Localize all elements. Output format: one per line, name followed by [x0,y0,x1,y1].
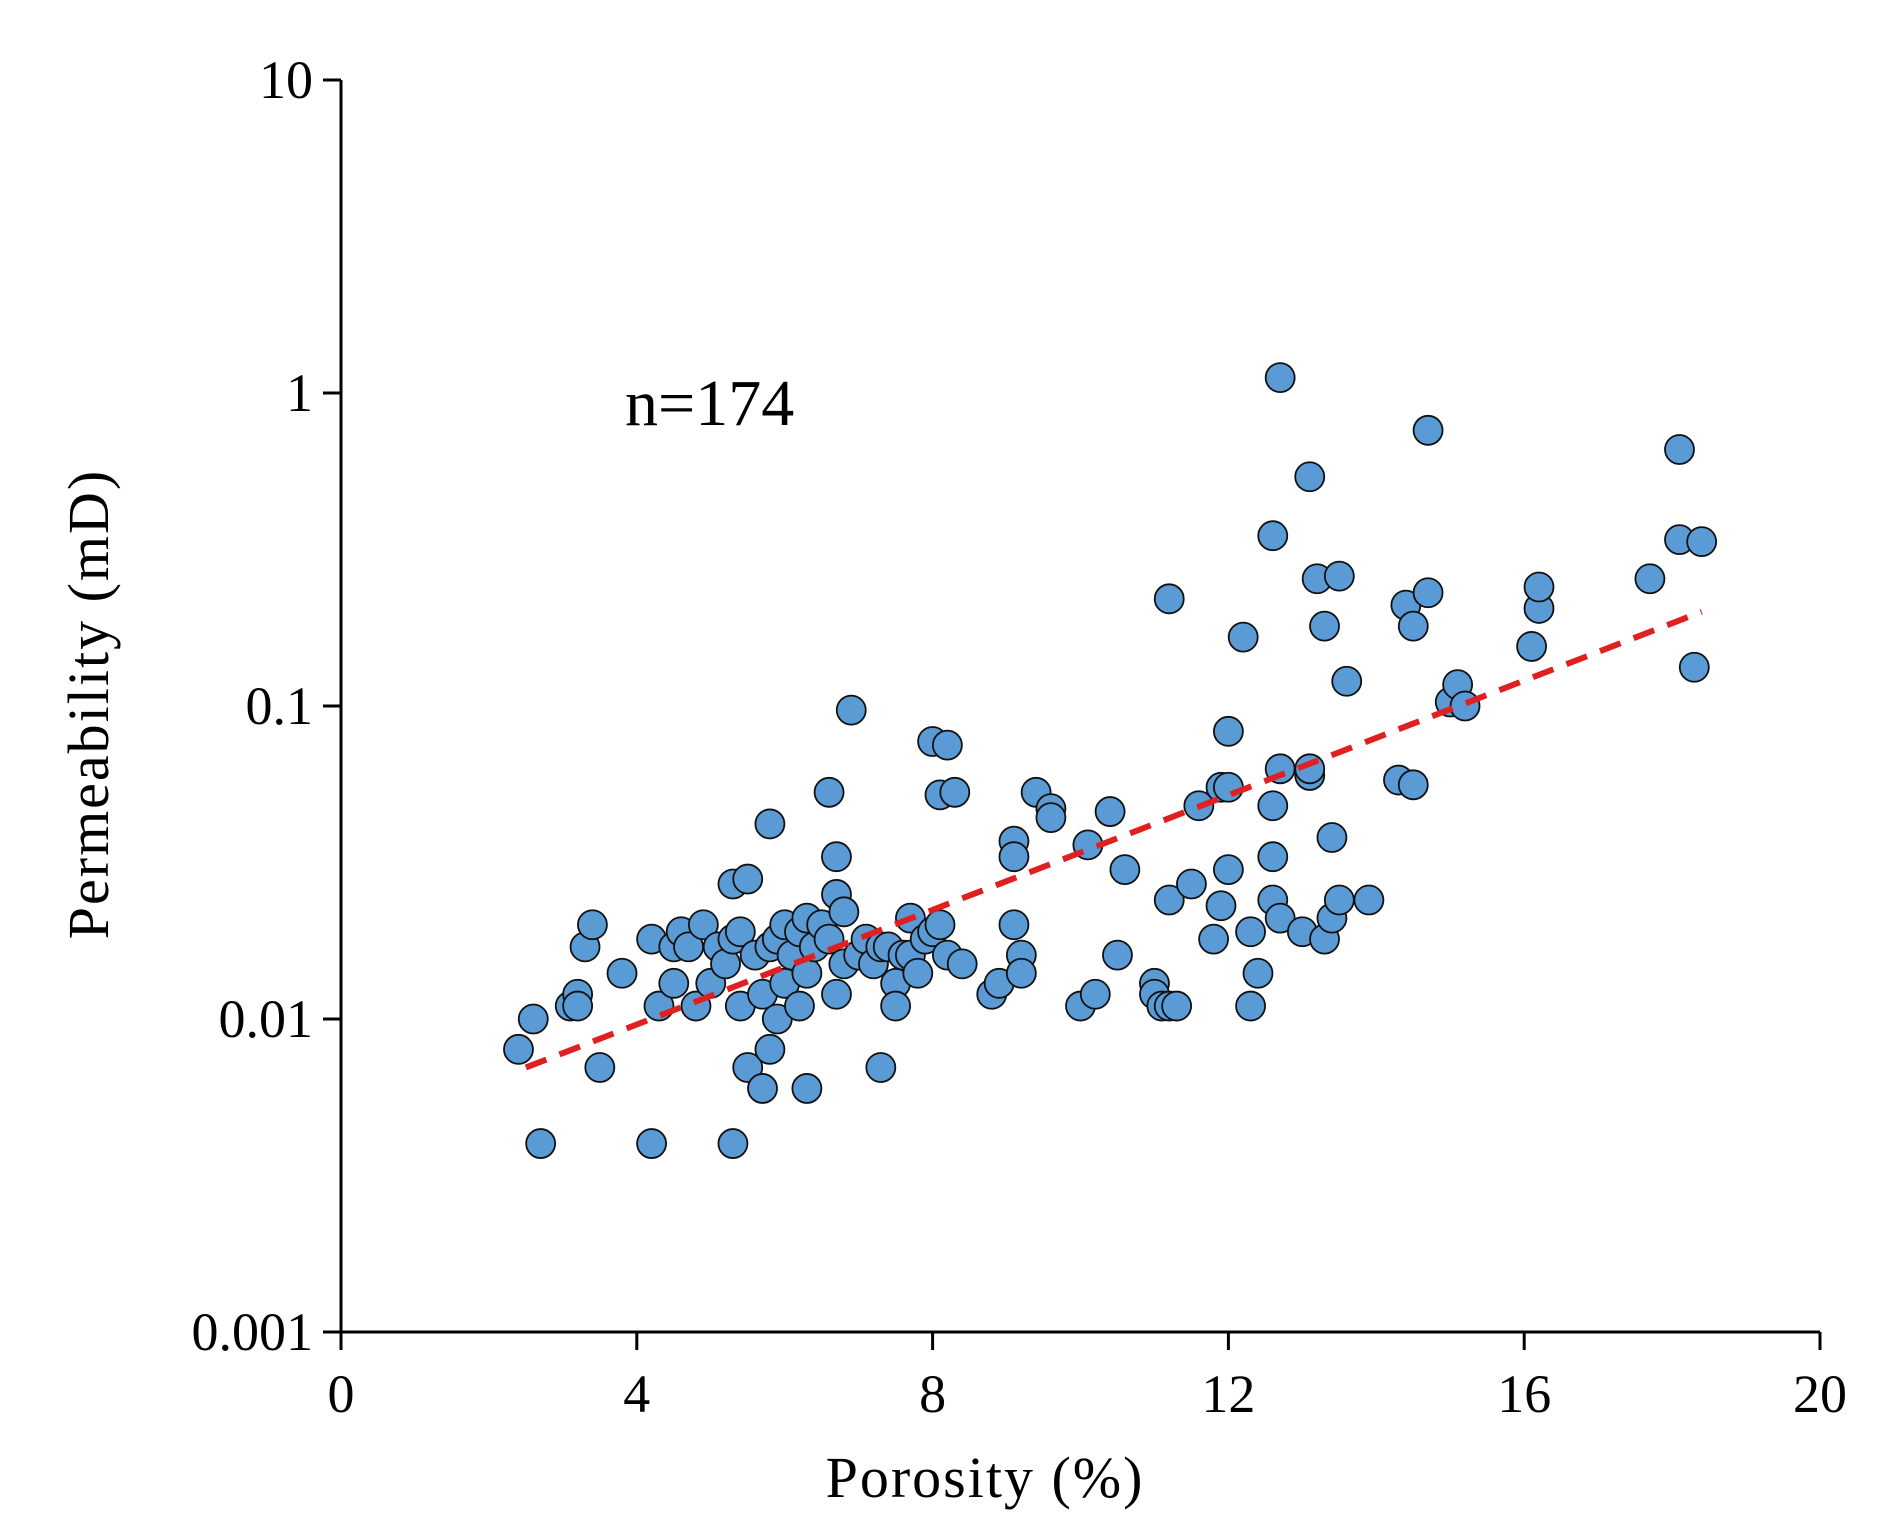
data-point [1323,560,1355,592]
data-point [784,990,815,1022]
data-point [1205,890,1237,922]
x-tick-label: 12 [1201,1364,1255,1424]
data-point [1257,790,1289,822]
data-point [584,1052,616,1083]
data-point [1176,868,1207,900]
data-point [1294,461,1326,493]
y-tick-label: 1 [286,363,313,423]
data-point [1412,414,1444,446]
data-point [1309,610,1340,642]
data-point [1102,939,1133,971]
data-point [577,909,608,941]
data-point [1316,822,1348,853]
data-point [813,776,845,808]
y-axis-title: Permeability (mD) [56,469,121,940]
data-point [732,1052,764,1083]
data-point [939,776,971,808]
data-point [1153,583,1185,615]
data-point [1235,916,1266,948]
data-point [1331,665,1363,697]
data-point [1353,884,1385,916]
data-point [1449,690,1481,722]
data-point [1213,854,1244,886]
data-point [835,694,867,726]
axes [339,80,1820,1334]
data-point [924,909,956,941]
data-point [1079,978,1111,1010]
data-point [821,841,852,873]
x-tick-label: 16 [1497,1364,1551,1424]
data-point [747,1073,778,1104]
data-point [1242,957,1274,989]
data-point [687,909,719,941]
data-point [1264,902,1296,934]
data-point [1035,802,1067,833]
data-point [503,1033,534,1065]
trendline [524,608,1703,1071]
data-point [902,957,934,989]
data-point [791,1073,823,1104]
data-point [1005,957,1037,989]
data-point [1161,990,1193,1022]
y-tick-label: 0.1 [246,676,314,736]
y-tick-label: 0.001 [192,1302,314,1362]
data-point [1686,526,1718,558]
y-ticks: 0.001 0.01 0.1 1 10 [192,50,341,1362]
data-point [1323,884,1355,916]
sample-count-annotation: n=174 [625,367,794,440]
data-point [828,896,860,928]
y-tick-label: 0.01 [219,989,314,1049]
data-point [1227,621,1259,653]
data-point [1523,571,1555,603]
data-point [821,978,852,1010]
data-point [517,1003,549,1035]
x-tick-label: 20 [1793,1364,1847,1424]
data-point [1094,796,1126,827]
data-point [562,990,594,1022]
data-point [724,916,756,948]
x-ticks: 0 4 8 12 16 20 [328,1332,1847,1424]
data-point [658,967,690,999]
x-tick-label: 8 [919,1364,946,1424]
data-point [931,729,963,761]
data-point [1412,577,1444,609]
data-point [525,1128,557,1159]
data-point [1678,651,1710,683]
data-point [865,1052,897,1083]
data-point [754,808,786,840]
x-axis-title: Porosity (%) [826,1445,1145,1510]
x-tick-label: 4 [623,1364,650,1424]
data-point [1213,715,1244,747]
data-point [636,1128,667,1159]
data-point [1109,854,1141,886]
data-point [732,863,764,895]
data-point [1397,610,1429,642]
data-point [717,1128,749,1159]
data-point [1235,990,1266,1022]
data-point [946,948,978,980]
data-point [754,1033,786,1065]
data-point [1213,771,1244,803]
data-point [998,841,1030,873]
data-point [606,957,638,989]
data-point [998,909,1030,941]
data-point [1264,362,1296,393]
data-point [1257,841,1289,873]
data-point [1198,923,1230,955]
data-point [1664,434,1695,465]
data-point [1257,520,1289,552]
y-tick-label: 10 [259,50,313,110]
data-point [1516,631,1547,662]
x-tick-label: 0 [328,1364,355,1424]
data-point [880,990,912,1022]
data-point [1153,884,1185,916]
data-point [1634,563,1666,595]
data-points [503,362,1718,1159]
data-point [1397,769,1429,801]
